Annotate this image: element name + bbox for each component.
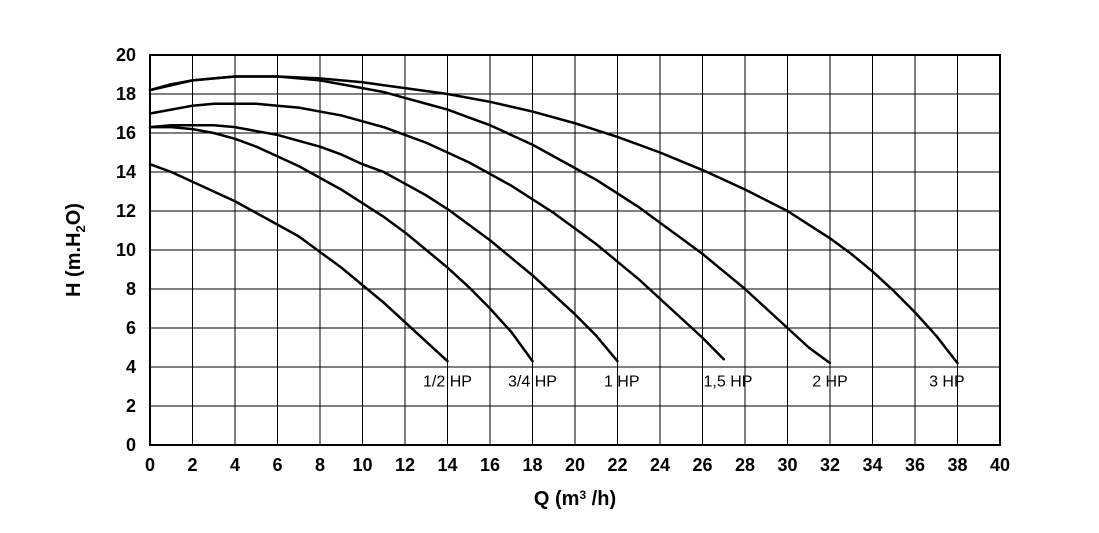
x-tick-label: 8: [315, 455, 325, 475]
y-tick-label: 2: [126, 396, 136, 416]
y-tick-label: 4: [126, 357, 136, 377]
x-tick-label: 18: [522, 455, 542, 475]
y-tick-label: 14: [116, 162, 136, 182]
y-tick-label: 8: [126, 279, 136, 299]
series-label: 1 HP: [604, 374, 640, 391]
chart-svg: 0246810121416182022242628303234363840024…: [0, 0, 1099, 533]
x-tick-label: 4: [230, 455, 240, 475]
x-tick-label: 20: [565, 455, 585, 475]
x-tick-label: 34: [862, 455, 882, 475]
series-label: 3/4 HP: [508, 374, 557, 391]
x-tick-label: 0: [145, 455, 155, 475]
y-axis-title: H (m.H2O): [63, 203, 88, 297]
y-tick-label: 6: [126, 318, 136, 338]
y-tick-label: 20: [116, 45, 136, 65]
x-tick-label: 16: [480, 455, 500, 475]
pump-curves-chart: 0246810121416182022242628303234363840024…: [0, 0, 1099, 533]
x-axis-title: Q (m3 /h): [534, 488, 616, 510]
y-tick-label: 10: [116, 240, 136, 260]
x-tick-label: 22: [607, 455, 627, 475]
x-tick-label: 36: [905, 455, 925, 475]
y-tick-label: 18: [116, 84, 136, 104]
x-tick-label: 6: [272, 455, 282, 475]
y-tick-label: 12: [116, 201, 136, 221]
series-label: 1/2 HP: [423, 374, 472, 391]
x-tick-label: 40: [990, 455, 1010, 475]
y-tick-label: 0: [126, 435, 136, 455]
series-label: 3 HP: [929, 374, 965, 391]
x-tick-label: 28: [735, 455, 755, 475]
x-tick-label: 14: [437, 455, 457, 475]
x-tick-label: 12: [395, 455, 415, 475]
series-label: 2 HP: [812, 374, 848, 391]
x-tick-label: 2: [187, 455, 197, 475]
series-label: 1,5 HP: [704, 374, 753, 391]
grid: [150, 55, 1000, 445]
x-tick-label: 10: [352, 455, 372, 475]
x-tick-label: 24: [650, 455, 670, 475]
x-tick-label: 26: [692, 455, 712, 475]
x-tick-label: 38: [947, 455, 967, 475]
y-tick-label: 16: [116, 123, 136, 143]
x-tick-label: 30: [777, 455, 797, 475]
x-tick-label: 32: [820, 455, 840, 475]
